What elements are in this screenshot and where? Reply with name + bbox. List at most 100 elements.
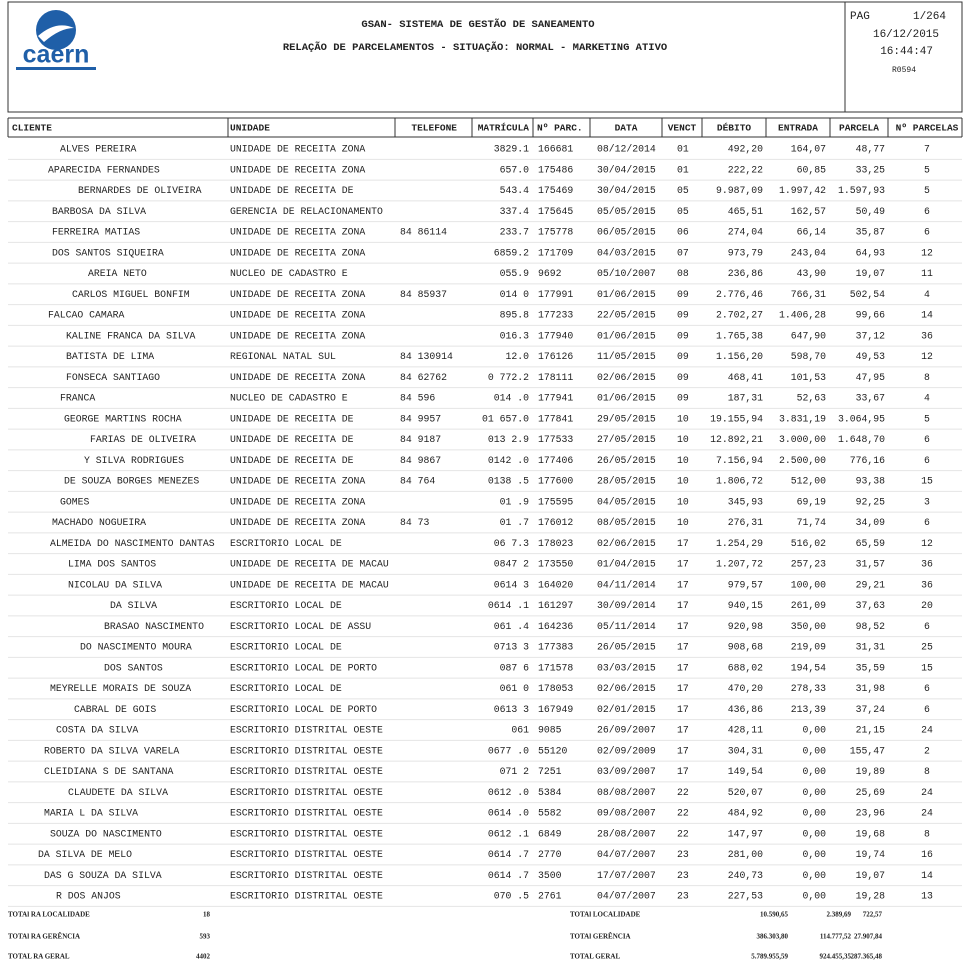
cell: UNIDADE DE RECEITA DE <box>230 185 354 196</box>
cell: COSTA DA SILVA <box>56 725 138 736</box>
cell: 014 0 <box>500 289 530 300</box>
cell: UNIDADE DE RECEITA ZONA <box>230 372 365 383</box>
cell: 24 <box>921 725 933 736</box>
cell: 14 <box>921 310 933 321</box>
cell: 175778 <box>538 227 573 238</box>
cell: 93,38 <box>856 476 886 487</box>
cell: 087 6 <box>500 662 530 673</box>
cell: 7.156,94 <box>716 455 763 466</box>
system-title: GSAN- SISTEMA DE GESTÃO DE SANEAMENTO <box>361 17 594 31</box>
cell: 12 <box>921 351 933 362</box>
cell: 12 <box>921 247 933 258</box>
cell: 19,07 <box>856 870 886 881</box>
cell: 02/01/2015 <box>597 704 656 715</box>
cell: 657.0 <box>500 164 530 175</box>
cell: 15 <box>921 662 933 673</box>
cell: 02/06/2015 <box>597 538 656 549</box>
cell: 36 <box>921 579 933 590</box>
cell: 1.597,93 <box>838 185 885 196</box>
cell: 17 <box>677 683 689 694</box>
cell: 17 <box>677 600 689 611</box>
cell: 176012 <box>538 517 573 528</box>
cell: 01/06/2015 <box>597 289 656 300</box>
cell: 71,74 <box>797 517 827 528</box>
cell: 167949 <box>538 704 573 715</box>
cell: 236,86 <box>728 268 763 279</box>
cell: 920,98 <box>728 621 763 632</box>
cell: ESCRITORIO LOCAL DE <box>230 538 342 549</box>
cell: 22 <box>677 787 689 798</box>
cell: 243,04 <box>791 247 826 258</box>
cell: 0,00 <box>802 766 826 777</box>
cell: 776,16 <box>850 455 885 466</box>
cell: 19,68 <box>856 828 886 839</box>
cell: 492,20 <box>728 144 763 155</box>
cell: 070 .5 <box>494 891 529 902</box>
cell: 17 <box>677 579 689 590</box>
cell: AREIA NETO <box>88 268 147 279</box>
cell: 4 <box>924 289 930 300</box>
cell: CLAUDETE DA SILVA <box>68 787 168 798</box>
cell: 164,07 <box>791 144 826 155</box>
cell: 276,31 <box>728 517 763 528</box>
cell: 436,86 <box>728 704 763 715</box>
cell: 01 <box>677 164 689 175</box>
cell: 304,31 <box>728 745 763 756</box>
cell: DE SOUZA BORGES MENEZES <box>64 476 199 487</box>
cell: Y SILVA RODRIGUES <box>84 455 184 466</box>
cell: ALMEIDA DO NASCIMENTO DANTAS <box>50 538 215 549</box>
cell: ESCRITORIO DISTRITAL OESTE <box>230 828 383 839</box>
cell: 19,07 <box>856 268 886 279</box>
cell: UNIDADE DE RECEITA ZONA <box>230 496 365 507</box>
cell: 061 .4 <box>494 621 529 632</box>
cell: 26/05/2015 <box>597 642 656 653</box>
cell: 940,15 <box>728 600 763 611</box>
cell: 01 .9 <box>500 496 530 507</box>
cell: 08/12/2014 <box>597 144 656 155</box>
cell: 171709 <box>538 247 573 258</box>
cell: 08/08/2007 <box>597 787 656 798</box>
cell: 04/03/2015 <box>597 247 656 258</box>
cell: 3.000,00 <box>779 434 826 445</box>
cell: 2770 <box>538 849 562 860</box>
cell: DO NASCIMENTO MOURA <box>80 642 192 653</box>
total-label: TOTAl LOCALIDADE <box>570 911 641 919</box>
cell: UNIDADE DE RECEITA DE MACAU <box>230 579 389 590</box>
cell: 071 2 <box>500 766 530 777</box>
column-header: Nº PARC. <box>537 123 583 134</box>
cell: NICOLAU DA SILVA <box>68 579 162 590</box>
cell: 0847 2 <box>494 559 529 570</box>
cell: UNIDADE DE RECEITA ZONA <box>230 144 365 155</box>
cell: 178053 <box>538 683 573 694</box>
cell: 84 9187 <box>400 434 441 445</box>
cell: 36 <box>921 330 933 341</box>
cell: 3500 <box>538 870 562 881</box>
cell: 08/05/2015 <box>597 517 656 528</box>
cell: 37,24 <box>856 704 886 715</box>
cell: 187,31 <box>728 393 763 404</box>
cell: 177406 <box>538 455 573 466</box>
cell: 6 <box>924 206 930 217</box>
cell: 10 <box>677 517 689 528</box>
cell: 26/05/2015 <box>597 455 656 466</box>
cell: 05/05/2015 <box>597 206 656 217</box>
cell: 468,41 <box>728 372 763 383</box>
cell: 0614 .7 <box>488 870 529 881</box>
cell: 05/11/2014 <box>597 621 656 632</box>
cell: 101,53 <box>791 372 826 383</box>
cell: 213,39 <box>791 704 826 715</box>
cell: 17 <box>677 538 689 549</box>
cell: BERNARDES DE OLIVEIRA <box>78 185 202 196</box>
cell: 11/05/2015 <box>597 351 656 362</box>
report-code: R0594 <box>892 66 916 75</box>
cell: 84 130914 <box>400 351 453 362</box>
cell: UNIDADE DE RECEITA ZONA <box>230 517 365 528</box>
cell: REGIONAL NATAL SUL <box>230 351 336 362</box>
column-header: PARCELA <box>839 123 879 134</box>
cell: 0,00 <box>802 849 826 860</box>
cell: 02/06/2015 <box>597 372 656 383</box>
cell: 178111 <box>538 372 573 383</box>
cell: 19.155,94 <box>710 413 763 424</box>
cell: NUCLEO DE CADASTRO E <box>230 393 348 404</box>
cell: 22 <box>677 808 689 819</box>
